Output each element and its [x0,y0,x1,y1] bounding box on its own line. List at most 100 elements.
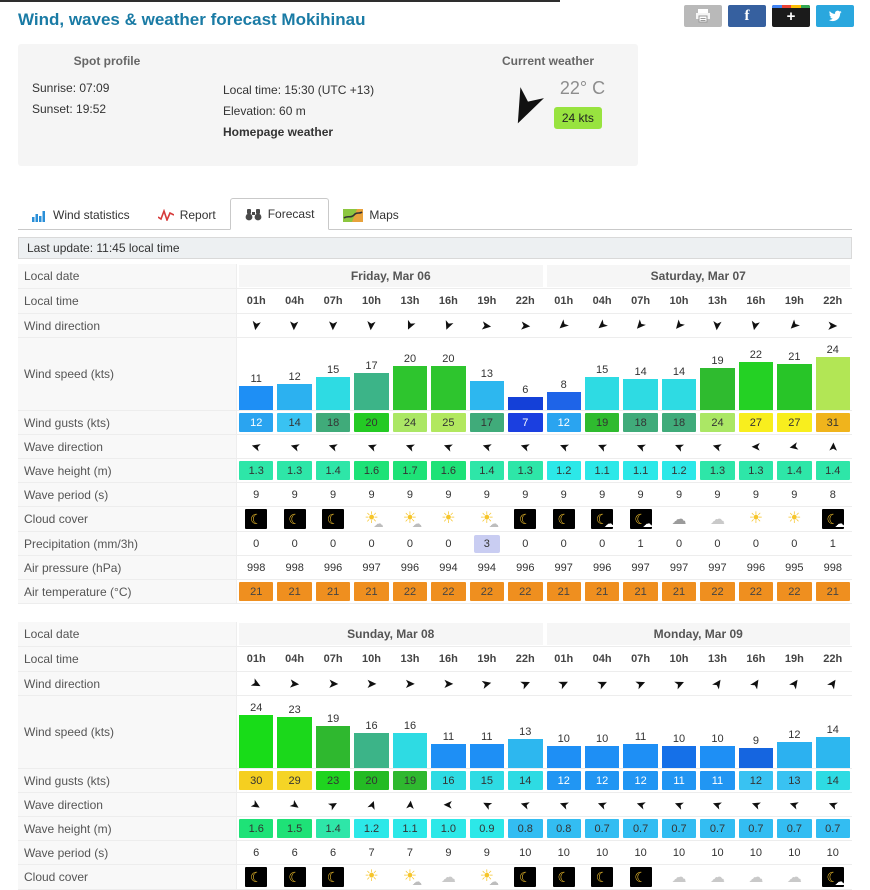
forecast-row-wave_dir: Wave direction ➤ ➤ ➤ ➤ ➤ ➤ ➤ ➤ ➤ ➤ ➤ ➤ ➤ ➤ ➤ ➤ [18,435,852,459]
wind-speed-bar [277,384,312,410]
wave-period-cell: 9 [675,488,683,501]
wind-dir-cell: ➤ [545,314,583,337]
tab-forecast[interactable]: Forecast [229,198,330,230]
wind-gusts-value: 12 [738,771,774,790]
tab-maps[interactable]: Maps [329,200,412,230]
wave-period-cell: 7 [368,846,375,859]
pressure-cell: 996 [323,561,343,574]
facebook-button[interactable]: f [728,5,766,27]
forecast-row-wave_period: Wave period (s) 6 6 6 7 7 9 9 10 10 10 10 10 10 10 10 10 [18,841,852,865]
direction-arrow-icon: ➤ [363,797,380,812]
wave-period-cell: 9 [368,488,375,501]
wave-period-cell: 9 [445,488,452,501]
pressure-cell: 997 [362,561,381,574]
wind-speed-bar [431,366,466,410]
air-temperature-value: 21 [623,582,658,601]
current-wind-direction-arrow [517,87,544,124]
row-label-wave_dir: Wave direction [18,435,237,458]
wind-gusts-value: 31 [815,413,850,432]
wind-gusts-cell: 18 [621,411,659,434]
wind-dir-cell: ➤ [275,672,313,695]
current-wind-badge: 24 kts [553,107,602,129]
direction-arrow-icon: ➤ [827,317,839,334]
row-label-pressure: Air pressure (hPa) [18,556,237,579]
pressure-cell: 997 [669,561,689,574]
air-temperature-value: 21 [584,582,620,601]
wind-speed-cell: 15 [314,338,352,410]
wind-speed-cell: 24 [814,338,852,410]
time-header: 19h [784,295,804,307]
wind-gusts-value: 24 [700,413,735,432]
forecast-row-wind_dir: Wind direction ➤ ➤ ➤ ➤ ➤ ➤ ➤ ➤ ➤ ➤ ➤ ➤ ➤ ➤ ➤ ➤ [18,672,852,696]
wave-height-cell: 1.4 [314,817,352,840]
precipitation-value: 1 [637,537,644,550]
wind-dir-cell: ➤ [275,314,313,337]
pressure-cell: 996 [516,561,535,574]
precipitation-cell: 0 [506,532,544,555]
tab-label: Report [179,208,216,222]
wind-speed-bar [700,368,735,410]
direction-arrow-icon: ➤ [633,796,648,813]
cloud-cover-cell: ☁ [698,865,736,889]
wave-dir-cell: ➤ [698,793,736,816]
map-icon [343,208,364,222]
wave-dir-cell: ➤ [737,435,775,458]
wave-dir-cell: ➤ [506,435,544,458]
moon-icon: ☾ [514,509,537,529]
air-temperature-value: 22 [738,582,774,601]
direction-arrow-icon: ➤ [441,438,456,455]
wind-speed-value: 11 [250,373,262,385]
precipitation-value: 3 [473,534,500,553]
wave-period-cell: 9 [483,488,490,501]
wave-height-value: 0.7 [700,819,735,838]
wind-dir-cell: ➤ [775,314,813,337]
wind-gusts-value: 27 [777,413,812,432]
direction-arrow-icon: ➤ [671,438,687,455]
wind-speed-bar [777,364,812,410]
row-label-wind_gusts: Wind gusts (kts) [18,411,237,434]
precipitation-value: 0 [291,537,298,550]
wave-period-cell: 9 [791,488,798,501]
precipitation-value: 0 [599,537,606,550]
row-label-wave_period: Wave period (s) [18,841,237,864]
wind-speed-bar [546,746,581,768]
wind-gusts-value: 14 [277,413,312,432]
wind-gusts-cell: 19 [583,411,621,434]
wave-height-cell: 0.7 [737,817,775,840]
wind-speed-cell: 21 [775,338,813,410]
wind-gusts-cell: 27 [737,411,775,434]
print-button[interactable] [684,5,722,27]
wave-period-cell: 7 [406,846,414,859]
tab-label: Maps [369,208,399,222]
precipitation-cell: 3 [468,532,506,555]
googleplus-button[interactable]: + [772,5,810,27]
direction-arrow-icon: ➤ [595,796,610,813]
pressure-cell: 997 [708,561,727,574]
cloud-cover-cell: ☀ [352,865,390,889]
wind-speed-bar [239,386,274,410]
tab-report[interactable]: Report [144,200,230,230]
wave-height-value: 1.6 [239,819,274,838]
moon-cloud-icon: ☾ ☁ [629,509,653,530]
wind-dir-cell: ➤ [737,672,775,695]
wind-gusts-cell: 31 [814,411,852,434]
tab-label: Forecast [267,207,315,221]
twitter-button[interactable] [816,5,854,27]
precipitation-cell: 0 [429,532,467,555]
tab-wind-statistics[interactable]: Wind statistics [18,200,144,230]
wind-speed-value: 22 [749,349,763,361]
wave-dir-cell: ➤ [621,793,659,816]
wave-height-cell: 1.3 [698,459,736,482]
moon-icon: ☾ [552,509,575,529]
moon-cloud-icon: ☾ ☁ [821,509,845,530]
wave-height-cell: 1.2 [545,459,583,482]
wind-gusts-cell: 15 [468,769,506,792]
homepage-weather-link[interactable]: Homepage weather [223,125,334,139]
direction-arrow-icon: ➤ [286,795,303,814]
wind-gusts-value: 18 [661,413,697,432]
wave-height-value: 0.8 [546,819,581,838]
forecast-row-clouds: Cloud cover ☾ ☾ ☾ ☀ ☀ ☁ ☁ ☀ ☁ ☾ ☾ ☾ ☾ ☁ ☁ ☁ ☁ ☾ ☁ [18,865,852,890]
wave-height-cell: 0.9 [468,817,506,840]
wave-height-value: 1.3 [277,461,312,480]
precipitation-cell: 0 [737,532,775,555]
